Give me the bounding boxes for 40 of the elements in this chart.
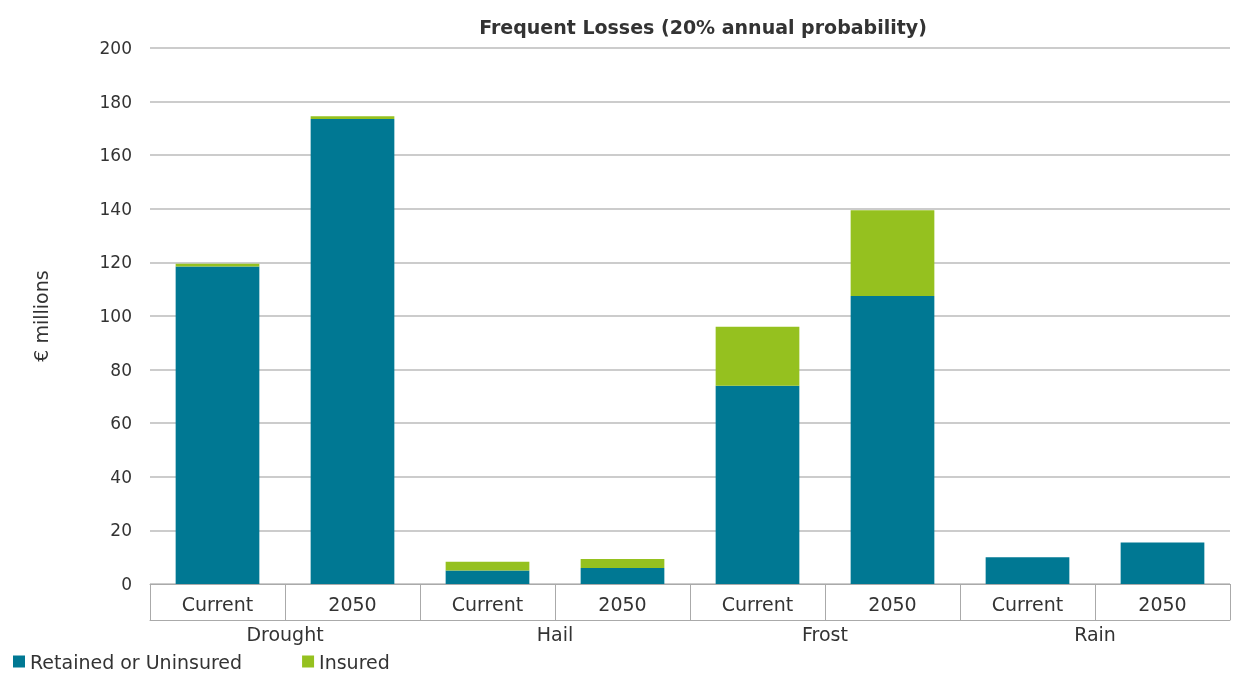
bar — [445, 561, 530, 571]
text: Frost — [802, 622, 848, 645]
x-tick-label: Current — [991, 592, 1064, 615]
y-tick-label: 120 — [99, 252, 132, 273]
y-tick-label: 40 — [110, 466, 132, 487]
bar — [580, 567, 665, 584]
y-tick-label: 140 — [99, 198, 132, 219]
bar — [310, 116, 395, 120]
x-tick-label: 2050 — [1138, 592, 1187, 615]
y-tick-label: 160 — [99, 145, 132, 166]
y-tick-label: 20 — [110, 520, 132, 541]
legend-label: Retained or Uninsured — [30, 650, 243, 673]
bar — [715, 385, 800, 584]
x-tick-label: Current — [721, 592, 794, 615]
bar — [850, 295, 935, 584]
y-axis-title: € millions — [29, 270, 52, 362]
bar — [1120, 542, 1205, 584]
y-tick-label: 60 — [110, 413, 132, 434]
text: Drought — [246, 622, 324, 645]
chart-title: Frequent Losses (20% annual probability) — [479, 15, 927, 38]
y-tick-label: 180 — [99, 91, 132, 112]
text: Hail — [536, 622, 574, 645]
y-tick-label: 0 — [121, 574, 132, 594]
x-tick-label: 2050 — [328, 592, 377, 615]
bar — [580, 559, 665, 568]
bar — [310, 119, 395, 584]
bar — [175, 266, 260, 584]
x-tick-label: 2050 — [598, 592, 647, 615]
bar — [445, 570, 530, 584]
y-tick-label: 80 — [110, 359, 132, 380]
x-tick-label: 2050 — [868, 592, 917, 615]
y-tick-label: 200 — [99, 38, 132, 58]
bar — [985, 557, 1070, 584]
bar — [850, 210, 935, 296]
x-tick-label: Current — [451, 592, 524, 615]
bar — [715, 326, 800, 386]
legend-label: Insured — [319, 650, 390, 673]
y-tick-label: 100 — [99, 306, 132, 326]
text: Rain — [1074, 622, 1116, 645]
x-tick-label: Current — [181, 592, 254, 615]
